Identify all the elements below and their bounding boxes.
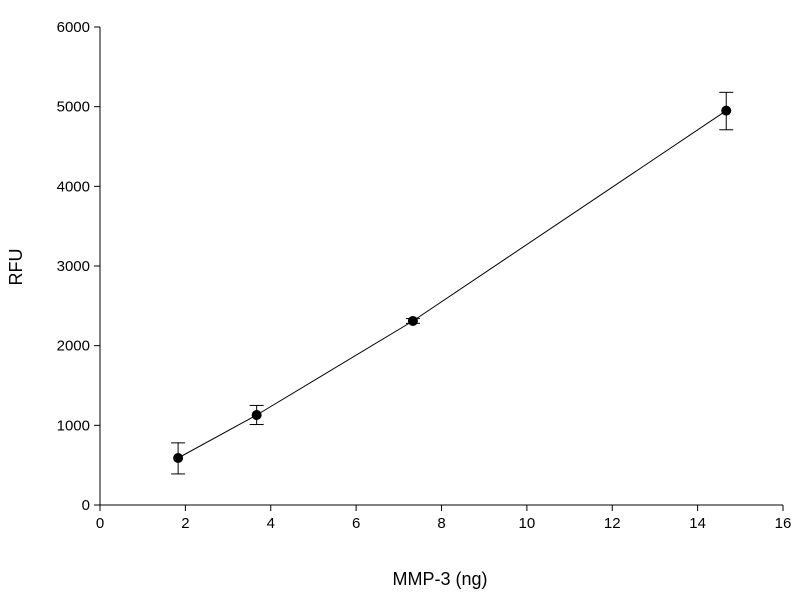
y-tick-label: 5000 xyxy=(57,99,90,116)
x-tick-label: 14 xyxy=(689,515,706,532)
x-tick-label: 16 xyxy=(775,515,792,532)
y-tick-label: 0 xyxy=(82,497,90,514)
y-axis-title: RFU xyxy=(6,249,26,286)
x-tick-label: 2 xyxy=(181,515,189,532)
data-marks xyxy=(171,91,734,475)
x-tick-label: 0 xyxy=(96,515,104,532)
y-tick-label: 6000 xyxy=(57,19,90,36)
series-line xyxy=(177,110,727,459)
data-point xyxy=(251,409,262,420)
x-tick-label: 10 xyxy=(519,515,536,532)
y-tick-label: 3000 xyxy=(57,258,90,275)
x-tick-label: 6 xyxy=(352,515,360,532)
data-point xyxy=(721,105,732,116)
axes: 0 1000 2000 3000 4000 5000 6000 0 2 4 6 8 10 12 14 16 xyxy=(57,19,792,532)
y-tick-label: 4000 xyxy=(57,178,90,195)
y-tick-label: 2000 xyxy=(57,338,90,355)
x-tick-label: 12 xyxy=(604,515,621,532)
x-tick-label: 8 xyxy=(437,515,445,532)
x-tick-label: 4 xyxy=(267,515,275,532)
y-tick-label: 1000 xyxy=(57,417,90,434)
data-point xyxy=(173,452,184,463)
data-point xyxy=(407,315,418,326)
x-axis-title: MMP-3 (ng) xyxy=(392,569,487,589)
